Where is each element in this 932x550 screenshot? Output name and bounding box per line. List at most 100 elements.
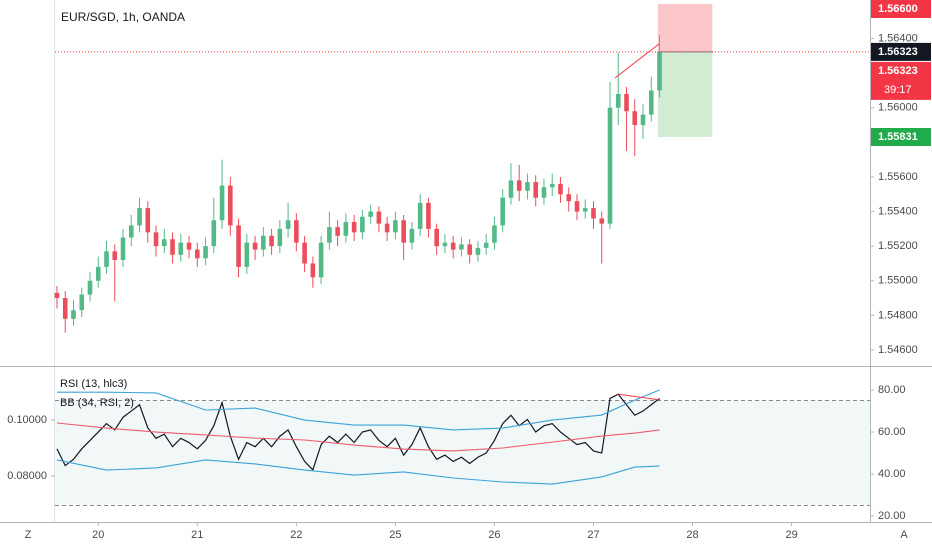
candle-body: [566, 194, 572, 202]
candle-body: [310, 263, 316, 278]
candle-body: [483, 242, 489, 248]
y-tick-label: 1.54600: [878, 344, 918, 356]
y-tick-label: 1.56400: [878, 32, 918, 44]
x-tick-label: 26: [488, 529, 500, 541]
candle-body: [475, 247, 481, 255]
candle-body: [104, 251, 109, 267]
candle-body: [261, 235, 266, 250]
candle-body: [648, 90, 654, 115]
candle-body: [409, 228, 415, 243]
candle-body: [137, 208, 142, 226]
candle-body: [236, 225, 241, 267]
price-label-box: [871, 128, 931, 147]
candle-body: [459, 244, 464, 250]
candle-body: [244, 242, 250, 267]
timezone-button[interactable]: Z: [25, 529, 32, 541]
y2-tick-label: 0.10000: [7, 414, 47, 426]
candle-body: [327, 227, 332, 243]
candle-body: [178, 242, 184, 255]
y-tick-label: 40.00: [878, 468, 906, 480]
candle-body: [624, 93, 629, 112]
candle-body: [112, 251, 118, 260]
axes: 1.56400 1.56000 1.55600 1.55400 1.55200 1.550…: [7, 0, 931, 541]
y-tick-label: 60.00: [878, 426, 906, 438]
candle-body: [360, 216, 365, 233]
candle-body: [525, 182, 530, 191]
price-label: 1.55831: [878, 131, 918, 143]
candle-body: [467, 244, 472, 255]
candle-body: [541, 187, 547, 198]
y-tick-label: 1.55600: [878, 171, 918, 183]
price-label: 1.56323: [878, 46, 918, 58]
price-label-box: [871, 0, 931, 18]
candle-body: [393, 220, 398, 233]
rsi-trend-line: [616, 393, 661, 401]
candle-body: [492, 225, 497, 243]
x-tick-label: 20: [92, 529, 104, 541]
x-tick-label: 25: [389, 529, 401, 541]
candle-body: [533, 182, 539, 198]
candle-body: [153, 232, 159, 247]
y-tick-label: 1.55400: [878, 205, 918, 217]
candle-body: [582, 208, 588, 212]
y-tick-label: 20.00: [878, 510, 906, 522]
x-tick-label: 29: [785, 529, 797, 541]
candle-body: [252, 242, 258, 250]
candle-body: [640, 114, 646, 126]
candle-body: [95, 266, 101, 281]
candle-body: [599, 218, 605, 224]
y-tick-label: 1.55200: [878, 240, 918, 252]
candle-body: [269, 235, 274, 247]
y-tick-label: 1.54800: [878, 309, 918, 321]
candle-body: [277, 228, 283, 247]
price-label: 1.56323: [878, 65, 918, 77]
rsi-pane: [55, 389, 870, 507]
y-tick-label: 1.55000: [878, 275, 918, 287]
candle-body: [285, 220, 291, 229]
candle-body: [186, 242, 192, 250]
candle-body: [417, 202, 423, 229]
candle-body: [62, 298, 68, 319]
candle-body: [294, 220, 299, 243]
y2-tick-label: 0.08000: [7, 470, 47, 482]
chart-title: EUR/SGD, 1h, OANDA: [61, 10, 185, 24]
candle-body: [145, 208, 151, 233]
candle-body: [343, 221, 349, 236]
candle-body: [401, 220, 406, 243]
candle-body: [574, 201, 580, 212]
bb-line: [56, 422, 660, 452]
price-label-box: [871, 42, 931, 61]
candle-body: [302, 242, 307, 264]
candle-body: [211, 220, 217, 247]
candle-body: [549, 183, 555, 188]
y-tick-label: 80.00: [878, 384, 906, 396]
candle-body: [434, 228, 439, 247]
price-pane: [54, 3, 870, 333]
y-tick-label: 1.56000: [878, 102, 918, 114]
x-tick-label: 28: [686, 529, 698, 541]
candle-body: [450, 242, 456, 250]
price-label-box: [871, 61, 931, 100]
candle-body: [384, 223, 390, 233]
trend-line: [614, 43, 660, 79]
target-zone: [657, 51, 713, 138]
rsi-band: [55, 400, 870, 506]
bb-line: [56, 389, 660, 431]
candle-body: [161, 239, 167, 247]
rsi-line: [56, 393, 660, 471]
candle-body: [351, 221, 357, 233]
stop-zone: [657, 3, 713, 52]
price-label: 1.56600: [878, 3, 918, 15]
candle-body: [426, 202, 431, 229]
candle-body: [607, 107, 613, 224]
candle-body: [591, 208, 596, 219]
candle-body: [516, 180, 522, 191]
x-tick-label: 21: [191, 529, 203, 541]
candle-body: [318, 242, 324, 278]
candle-body: [657, 51, 662, 91]
candle-body: [79, 294, 85, 311]
candle-body: [71, 310, 76, 319]
auto-scale-button[interactable]: A: [900, 529, 908, 541]
candle-body: [508, 180, 514, 198]
candle-body: [219, 185, 225, 221]
